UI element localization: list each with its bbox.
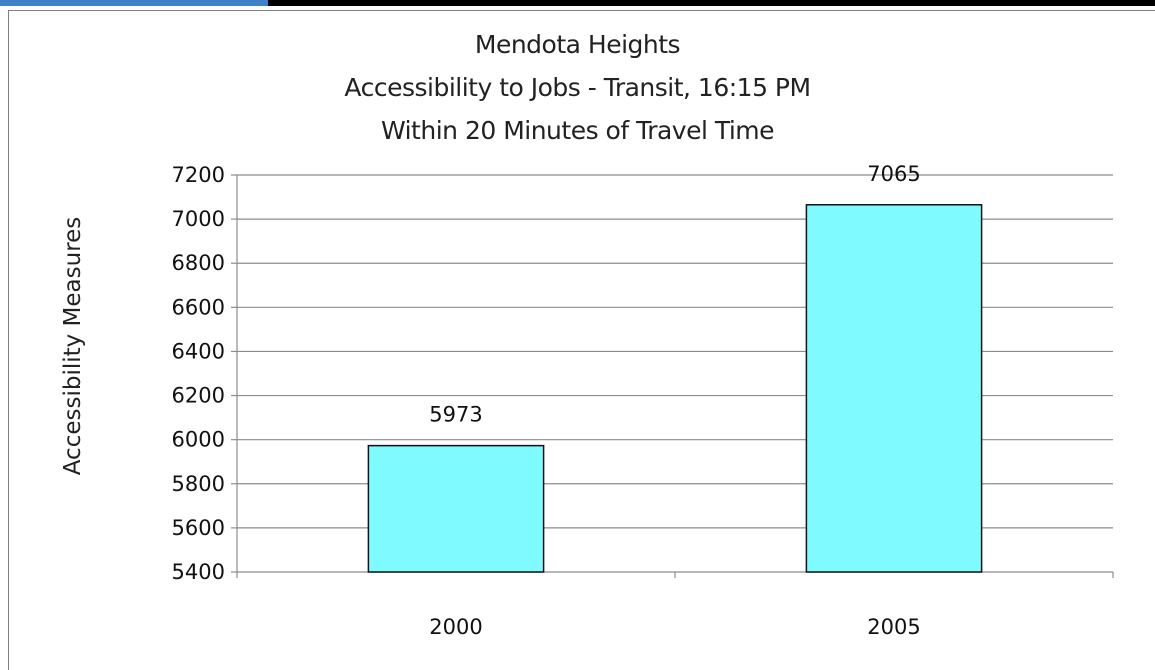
- bar-2005: [805, 204, 983, 573]
- y-tick-label: 6200: [172, 384, 225, 408]
- chart-frame: [8, 10, 1155, 670]
- data-label-2005: 7065: [867, 162, 920, 186]
- data-label-2000: 5973: [429, 403, 482, 427]
- y-tick-label: 7200: [172, 163, 225, 187]
- x-tick-label-2005: 2005: [867, 615, 920, 639]
- bars: [367, 204, 983, 573]
- bar-2000: [367, 444, 545, 573]
- chart-title-line-2: Accessibility to Jobs - Transit, 16:15 P…: [344, 73, 811, 102]
- y-tick-label: 5400: [172, 560, 225, 584]
- y-tick-label: 6400: [172, 339, 225, 363]
- y-tick-label: 6000: [172, 428, 225, 452]
- chart-title-line-3: Within 20 Minutes of Travel Time: [380, 116, 775, 145]
- y-tick-labels: 5400 5600 5800 6000 6200 6400 6600 6800 7000 7200: [172, 163, 225, 584]
- x-tick-labels: 2000 2005: [429, 615, 920, 639]
- top-bar-accent: [0, 0, 268, 6]
- y-tick-label: 5600: [172, 516, 225, 540]
- data-labels: 5973 7065: [429, 162, 920, 427]
- y-tick-label: 6800: [172, 251, 225, 275]
- y-tick-label: 6600: [172, 295, 225, 319]
- y-tick-label: 7000: [172, 207, 225, 231]
- chart-title-line-1: Mendota Heights: [474, 30, 681, 59]
- top-bar: [0, 0, 1155, 6]
- y-axis-label: Accessibility Measures: [60, 217, 86, 476]
- y-tick-label: 5800: [172, 472, 225, 496]
- x-tick-label-2000: 2000: [429, 615, 482, 639]
